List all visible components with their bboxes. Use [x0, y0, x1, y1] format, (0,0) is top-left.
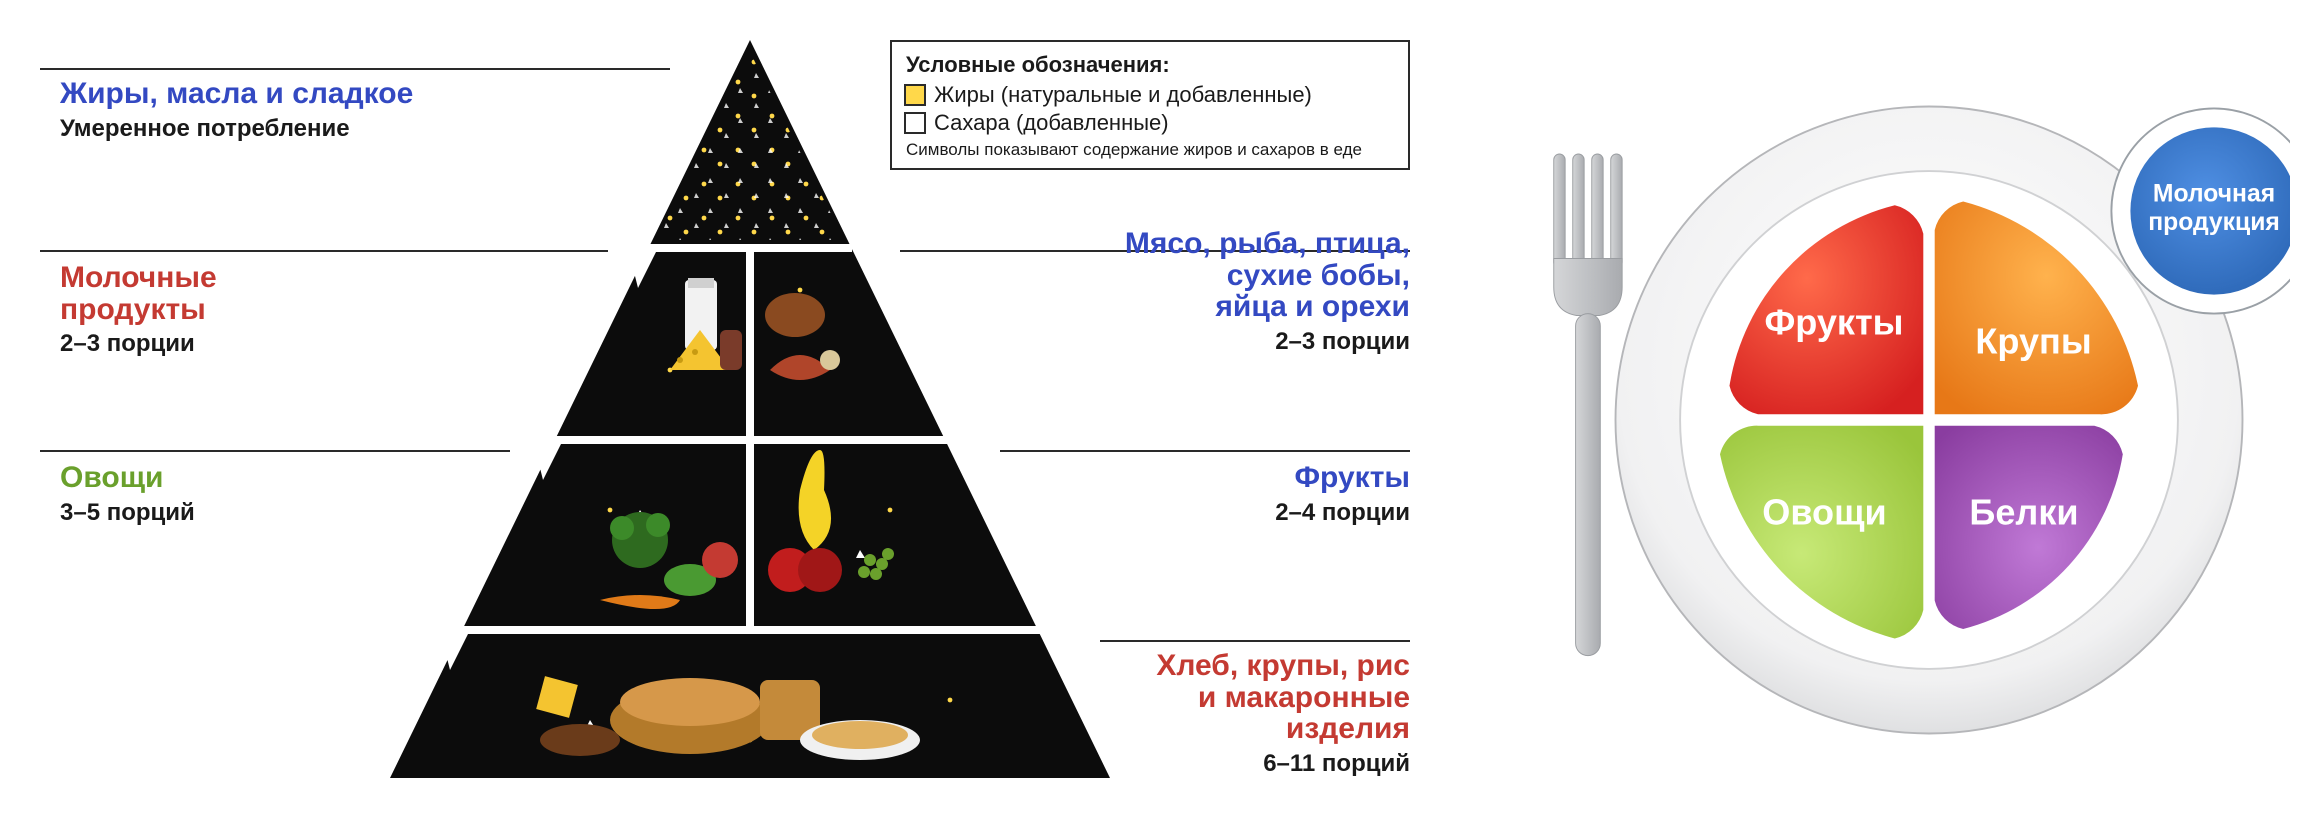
label-veggies: Овощи	[1762, 492, 1886, 533]
legend-sugar-text: Сахара (добавленные)	[934, 110, 1169, 136]
label-meat-title: Мясо, рыба, птица, сухие бобы, яйца и ор…	[1050, 228, 1410, 323]
rule-veg	[40, 450, 510, 452]
rule-top	[40, 68, 670, 70]
label-veg: Овощи 3–5 порций	[60, 462, 195, 525]
label-dairy-title: Молочные продукты	[60, 262, 217, 325]
label-fruit-title: Фрукты	[1200, 462, 1410, 494]
rule-dairy	[40, 250, 608, 252]
label-veg-sub: 3–5 порций	[60, 500, 195, 525]
label-bread-title: Хлеб, крупы, рис и макаронные изделия	[1110, 650, 1410, 745]
plate-inner	[1680, 171, 2178, 669]
label-bread: Хлеб, крупы, рис и макаронные изделия 6–…	[1110, 650, 1410, 776]
label-dairy-2: продукция	[2148, 209, 2280, 236]
label-meat: Мясо, рыба, птица, сухие бобы, яйца и ор…	[1050, 228, 1410, 354]
label-dairy: Молочные продукты 2–3 порции	[60, 262, 217, 356]
label-meat-sub: 2–3 порции	[1050, 329, 1410, 354]
label-fruit-sub: 2–4 порции	[1200, 500, 1410, 525]
fork-icon	[1554, 154, 1622, 656]
sugar-swatch-icon	[906, 114, 924, 132]
label-dairy-sub: 2–3 порции	[60, 331, 217, 356]
food-pyramid: Жиры, масла и сладкое Умеренное потребле…	[30, 30, 1410, 820]
rule-fruit	[1000, 450, 1410, 452]
legend-footnote: Символы показывают содержание жиров и са…	[906, 140, 1394, 160]
fat-swatch-icon	[906, 86, 924, 104]
label-bread-sub: 6–11 порций	[1110, 751, 1410, 776]
label-protein: Белки	[1969, 492, 2078, 533]
label-fats-sub: Умеренное потребление	[60, 116, 413, 141]
label-grains: Крупы	[1975, 321, 2091, 362]
label-fruit: Фрукты 2–4 порции	[1200, 462, 1410, 525]
label-veg-title: Овощи	[60, 462, 195, 494]
legend-row-fat: Жиры (натуральные и добавленные)	[906, 82, 1394, 108]
legend-fat-text: Жиры (натуральные и добавленные)	[934, 82, 1312, 108]
page: Жиры, масла и сладкое Умеренное потребле…	[0, 0, 2316, 840]
label-fats: Жиры, масла и сладкое Умеренное потребле…	[60, 78, 413, 141]
rule-bread	[1100, 640, 1410, 642]
legend: Условные обозначения: Жиры (натуральные …	[890, 40, 1410, 170]
legend-row-sugar: Сахара (добавленные)	[906, 110, 1394, 136]
food-plate: Фрукты Крупы Овощи Белки Молочная продук…	[1530, 60, 2290, 780]
label-fruits: Фрукты	[1765, 302, 1904, 343]
legend-title: Условные обозначения:	[906, 52, 1394, 78]
label-fats-title: Жиры, масла и сладкое	[60, 78, 413, 110]
plate-svg: Фрукты Крупы Овощи Белки Молочная продук…	[1530, 60, 2290, 780]
label-dairy-1: Молочная	[2153, 181, 2275, 208]
